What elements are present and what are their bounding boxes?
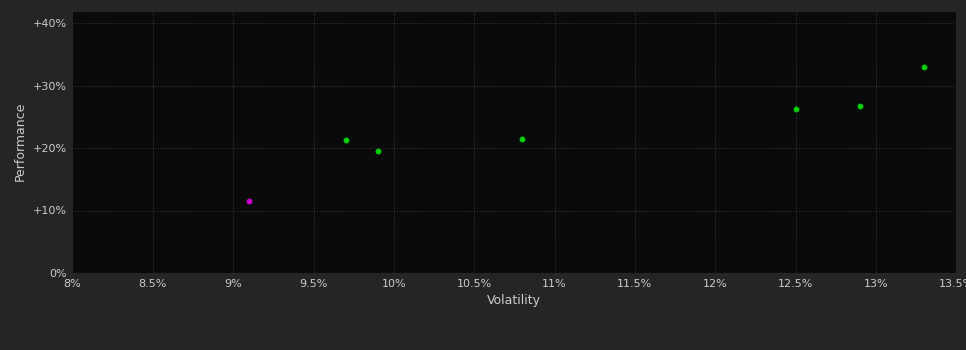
- Y-axis label: Performance: Performance: [14, 102, 27, 181]
- Point: [917, 64, 932, 70]
- Point: [852, 103, 867, 108]
- Point: [338, 137, 354, 143]
- Point: [242, 198, 257, 204]
- X-axis label: Volatility: Volatility: [488, 294, 541, 307]
- Point: [515, 136, 530, 141]
- Point: [788, 106, 804, 111]
- Point: [370, 148, 385, 153]
